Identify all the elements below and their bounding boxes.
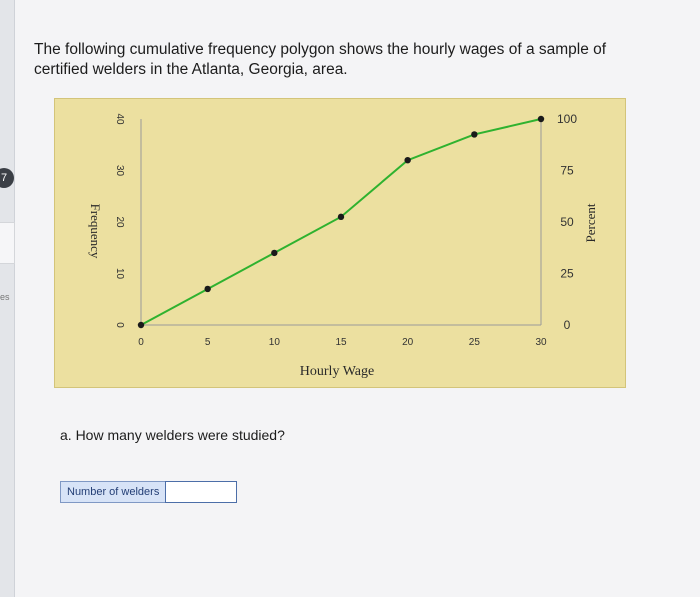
y2-tick-label: 0 bbox=[564, 318, 571, 332]
side-panel-strip bbox=[0, 0, 15, 597]
chart-point-layer bbox=[137, 115, 545, 329]
y2-tick-label: 100 bbox=[557, 112, 577, 126]
y-tick-label: 20 bbox=[114, 216, 125, 228]
side-nav-label: es bbox=[0, 292, 10, 302]
y-tick-label: 10 bbox=[114, 268, 125, 280]
number-of-welders-input[interactable] bbox=[165, 481, 238, 503]
data-point bbox=[337, 213, 345, 221]
data-point bbox=[471, 131, 478, 138]
y-tick-label: 30 bbox=[114, 165, 125, 177]
x-tick-label: 15 bbox=[335, 337, 347, 348]
answer-label: Number of welders bbox=[60, 481, 166, 503]
answer-row: Number of welders bbox=[60, 481, 238, 503]
y2-tick-label: 75 bbox=[560, 164, 574, 178]
chart-line-layer bbox=[140, 118, 542, 326]
x-axis-label: Hourly Wage bbox=[300, 364, 374, 379]
data-point bbox=[204, 285, 211, 293]
chart-svg: 0 5 10 15 20 25 30 0 10 20 30 40 0 25 50 75 100 Hourly W… bbox=[88, 112, 598, 379]
chart-axes bbox=[140, 119, 542, 326]
data-point bbox=[404, 157, 411, 164]
part-a-question: a. How many welders were studied? bbox=[60, 427, 285, 443]
y-tick-label: 0 bbox=[114, 322, 125, 328]
y-axis-label: Frequency bbox=[88, 204, 103, 259]
y2-axis-label: Percent bbox=[583, 203, 598, 242]
y2-tick-label: 25 bbox=[560, 267, 574, 281]
data-point bbox=[271, 249, 278, 257]
series-line bbox=[140, 118, 542, 326]
question-number-badge[interactable]: 7 bbox=[0, 168, 14, 188]
question-text: The following cumulative frequency polyg… bbox=[34, 41, 607, 78]
x-tick-label: 30 bbox=[535, 337, 547, 348]
y-tick-label: 40 bbox=[114, 113, 125, 125]
side-nav-box[interactable] bbox=[0, 222, 15, 264]
data-point bbox=[537, 115, 545, 123]
x-tick-label: 0 bbox=[138, 337, 144, 348]
y2-tick-label: 50 bbox=[560, 215, 574, 229]
data-point bbox=[137, 321, 145, 329]
cumulative-frequency-chart: 0 5 10 15 20 25 30 0 10 20 30 40 0 25 50 75 100 Hourly W… bbox=[54, 98, 626, 388]
x-tick-label: 25 bbox=[469, 337, 481, 348]
chart-tick-layer: 0 5 10 15 20 25 30 0 10 20 30 40 0 25 50 75 100 bbox=[114, 112, 577, 348]
x-tick-label: 10 bbox=[269, 337, 281, 348]
x-tick-label: 5 bbox=[205, 337, 211, 348]
x-tick-label: 20 bbox=[402, 337, 414, 348]
